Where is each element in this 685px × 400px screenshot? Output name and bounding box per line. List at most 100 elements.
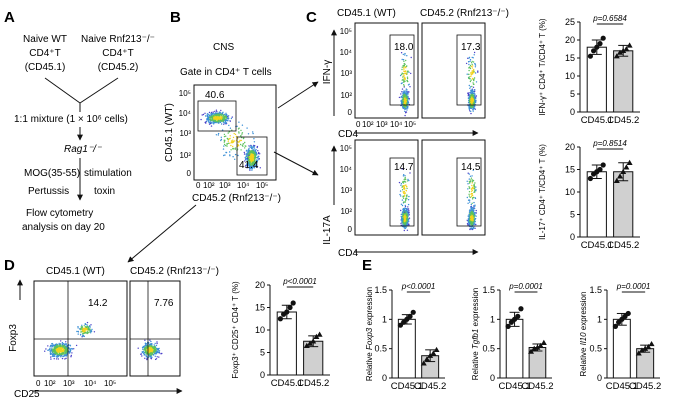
flow-dot [148,343,150,345]
flow-dot [472,197,474,199]
flow-dot [51,353,53,355]
data-point [277,316,283,322]
panel-label-c: C [306,9,317,26]
flow-dot [404,63,406,65]
flow-dot [404,52,406,55]
b-xtick: 10³ [219,181,231,190]
flow-dot [469,228,471,231]
flow-dot [210,119,212,121]
chart-c-il17: 0 5 10 15 20 IL-17⁺ CD4⁺ T/CD4⁺ T (%) CD45.1CD… [538,139,640,251]
flow-dot [468,218,470,220]
flow-dot [229,142,231,144]
flow-dot [230,149,232,151]
flow-dot [404,220,406,222]
flow-dot [471,209,473,212]
flow-dot [65,352,67,354]
flow-dot [403,107,405,109]
flow-dot [474,72,477,74]
flow-dot [87,329,89,331]
data-point [284,309,290,315]
flow-dot [73,348,75,350]
flow-dot [223,143,226,146]
flow-dot [471,179,473,181]
flow-dot [226,143,228,145]
flow-dot [253,154,256,156]
flow-dot [60,352,63,354]
flow-dot [402,219,405,221]
flow-dot [474,227,476,229]
flow-dot [238,141,240,143]
b-ytick: 10³ [179,129,191,138]
flow-dot [228,124,230,127]
flow-dot [473,96,476,98]
flow-dot [406,220,409,222]
data-point [316,331,323,337]
flow-dot [238,131,240,133]
flow-dot [82,329,84,331]
data-point [540,339,547,345]
data-point [597,41,603,47]
flow-dot [473,221,475,223]
data-point [625,310,631,317]
flow-dot [141,351,143,353]
gate-label: Gate in CD4⁺ T cells [180,67,272,78]
flow-dot [471,89,473,91]
flow-dot [249,157,252,159]
flow-dot [475,96,477,98]
flow-dot [232,136,235,139]
flow-dot [246,149,248,152]
flow-dot [64,352,66,354]
flow-dot [220,113,223,116]
flow-dot [472,69,475,72]
flow-dot [400,184,402,186]
flow-dot [77,333,79,335]
flow-dot [474,101,476,103]
flow-dot [405,88,407,90]
ylabel-part: Relative [471,349,480,380]
flow-dot [401,102,404,104]
ylabel-part: expression [471,288,480,329]
flow-dot [404,211,406,213]
flow-dot [405,99,407,102]
flow-dot [81,324,83,326]
flow-dot [232,156,234,158]
flow-dot [469,78,471,80]
flow-dot [468,77,470,80]
flow-dot [474,207,476,210]
flow-dot [218,117,220,119]
flow-dot [474,212,476,214]
flow-dot [252,149,255,151]
flow-dot [241,133,243,135]
flow-dot [237,143,239,146]
flow-dot [405,213,408,215]
flow-dot [473,185,475,187]
flow-dot [225,117,228,119]
flow-dot [255,152,257,154]
y-tick-label: 0.5 [482,344,495,354]
flow-dot [220,123,223,125]
flow-dot [407,223,410,225]
data-point [612,323,619,329]
flow-dot [470,98,472,100]
flow-dot [400,73,403,76]
flow-dot [468,201,471,203]
flow-dot [467,92,469,94]
flow-dot [401,79,403,81]
flow-dot [220,117,223,120]
b-ytick: 10² [179,151,191,160]
flow-dot [470,203,472,206]
flow-dot [71,348,74,350]
data-point [310,338,317,344]
flow-dot [216,110,218,113]
flow-dot [470,196,473,198]
flow-dot [477,71,479,73]
gate-bottom [236,136,268,176]
flow-dot [407,203,410,206]
flow-dot [217,134,219,136]
flow-dot [214,120,217,122]
flow-dot [240,135,242,137]
flow-dot [234,148,236,150]
flow-dot [404,98,406,100]
gate-top-value: 40.6 [205,90,225,101]
flow-dot [87,332,89,334]
